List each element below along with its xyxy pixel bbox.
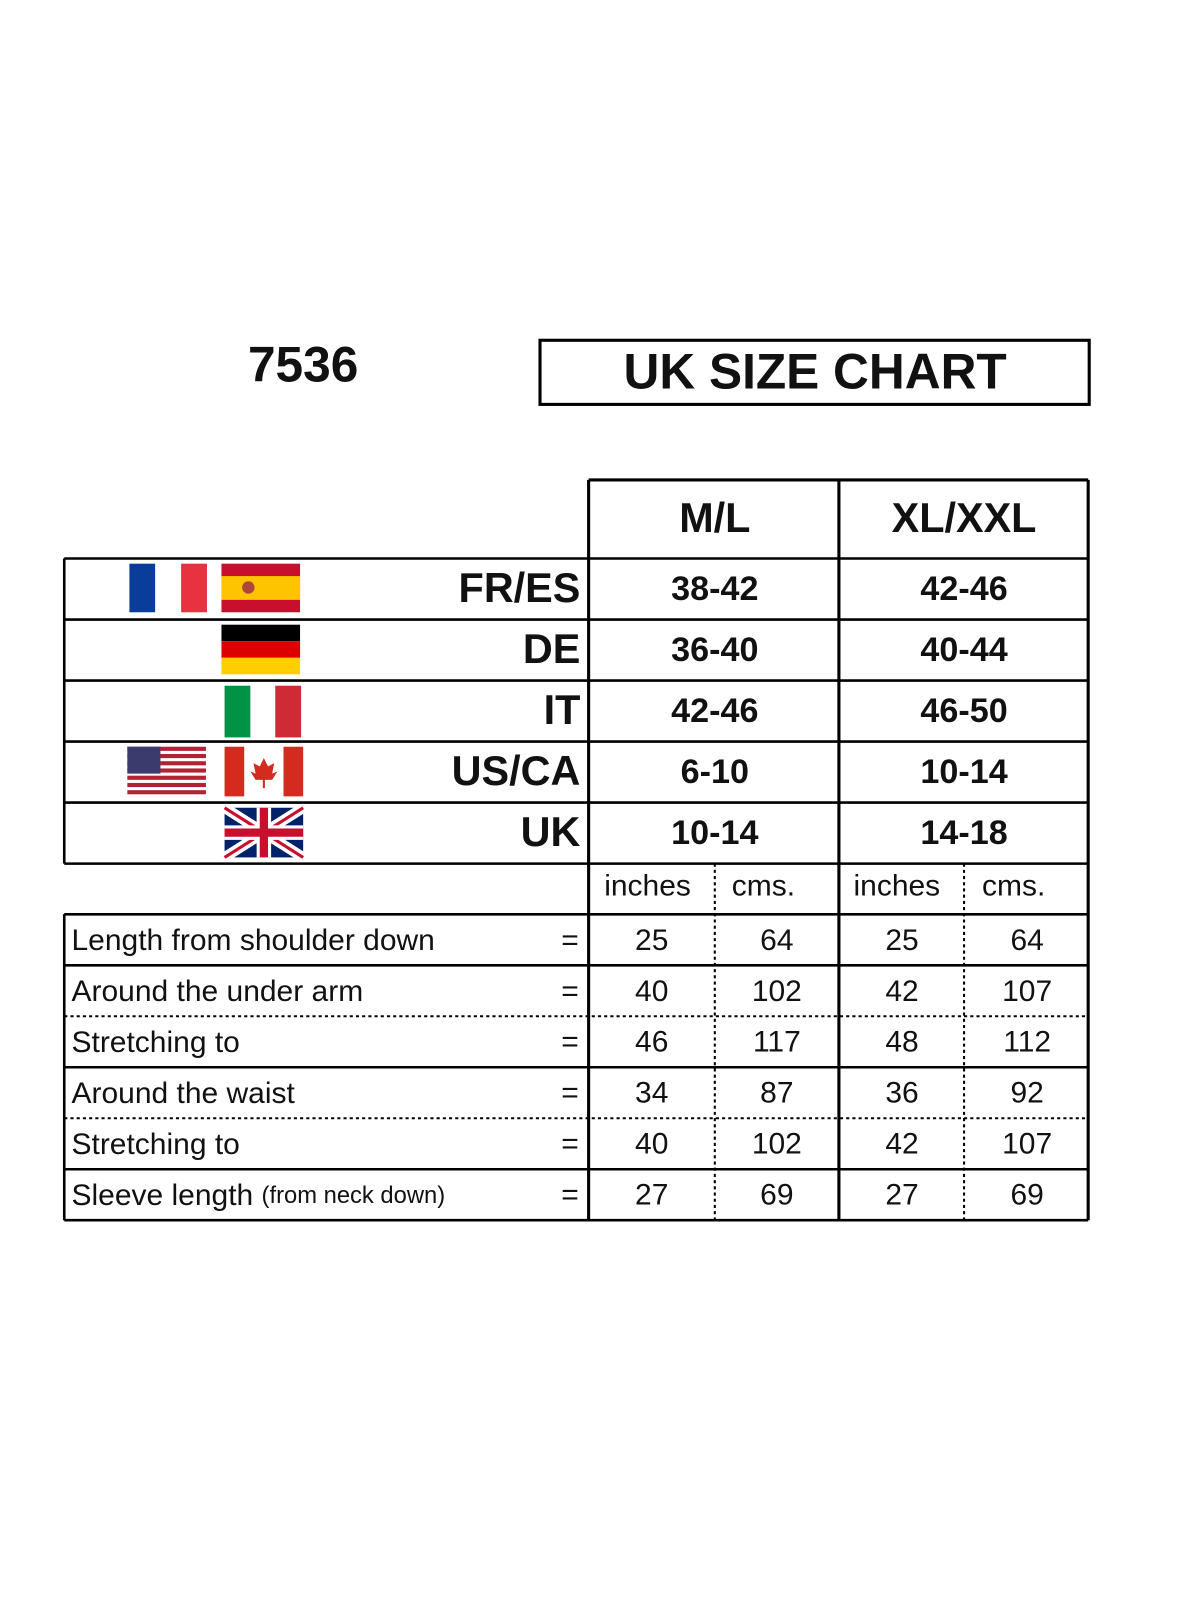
equals-sign: =: [561, 924, 579, 957]
region-size: 46-50: [920, 692, 1007, 730]
measure-value: 112: [1003, 1026, 1051, 1059]
region-size: 42-46: [920, 570, 1007, 608]
product-code: 7536: [248, 336, 358, 392]
measure-value: 40: [635, 1128, 668, 1161]
flag-es: [221, 563, 301, 613]
region-label: IT: [544, 687, 581, 733]
flag-fr: [129, 563, 207, 613]
flag-us: [127, 746, 206, 797]
measure-value: 46: [635, 1026, 668, 1059]
measure-label: Stretching to: [71, 1128, 239, 1161]
measure-value: 27: [635, 1179, 668, 1212]
measure-value: 107: [1002, 975, 1052, 1008]
measure-value: 34: [635, 1077, 668, 1110]
flag-uk: [221, 803, 306, 862]
measure-name: Stretching to: [71, 1026, 239, 1059]
region-size: 40-44: [920, 631, 1007, 669]
measure-label: Sleeve length (from neck down): [71, 1179, 445, 1212]
unit-label: inches: [853, 869, 940, 902]
region-label: FR/ES: [459, 565, 581, 611]
measure-value: 107: [1002, 1128, 1052, 1161]
unit-label: inches: [604, 869, 691, 902]
unit-label: cms.: [982, 869, 1045, 902]
measure-value: 87: [760, 1077, 793, 1110]
flag-it: [224, 685, 302, 738]
measure-name: Sleeve length: [71, 1179, 253, 1212]
size-header: XL/XXL: [892, 495, 1037, 541]
region-size: 36-40: [671, 631, 758, 669]
region-label: US/CA: [452, 748, 581, 794]
measure-value: 42: [885, 975, 918, 1008]
measure-value: 69: [1010, 1179, 1043, 1212]
measure-value: 36: [885, 1077, 918, 1110]
equals-sign: =: [561, 1026, 579, 1059]
measure-label: Around the waist: [71, 1077, 295, 1110]
measure-name: Around the waist: [71, 1077, 295, 1110]
measure-label: Stretching to: [71, 1026, 239, 1059]
measure-value: 64: [760, 924, 793, 957]
equals-sign: =: [561, 975, 579, 1008]
measure-value: 40: [635, 975, 668, 1008]
equals-sign: =: [561, 1128, 579, 1161]
measure-label: Length from shoulder down: [71, 924, 434, 957]
title: UK SIZE CHART: [624, 344, 1007, 400]
measure-value: 25: [885, 924, 918, 957]
measure-value: 92: [1010, 1077, 1043, 1110]
measure-name: Length from shoulder down: [71, 924, 434, 957]
measure-value: 102: [752, 975, 802, 1008]
measure-label: Around the under arm: [71, 975, 363, 1008]
equals-sign: =: [561, 1179, 579, 1212]
measure-value: 25: [635, 924, 668, 957]
equals-sign: =: [561, 1077, 579, 1110]
measure-name: Stretching to: [71, 1128, 239, 1161]
measure-value: 102: [752, 1128, 802, 1161]
measure-note: (from neck down): [262, 1182, 446, 1209]
region-size: 6-10: [681, 753, 749, 791]
region-size: 42-46: [671, 692, 758, 730]
title-box: [538, 338, 1091, 406]
region-label: UK: [521, 809, 581, 855]
measure-value: 42: [885, 1128, 918, 1161]
measure-value: 64: [1010, 924, 1043, 957]
measure-value: 117: [753, 1026, 801, 1059]
measure-value: 69: [760, 1179, 793, 1212]
size-header: M/L: [679, 495, 750, 541]
region-size: 38-42: [671, 570, 758, 608]
region-label: DE: [523, 626, 580, 672]
measure-name: Around the under arm: [71, 975, 363, 1008]
measure-value: 48: [885, 1026, 918, 1059]
measure-value: 27: [885, 1179, 918, 1212]
flag-ca: [224, 746, 304, 797]
region-size: 10-14: [920, 753, 1007, 791]
region-size: 10-14: [671, 814, 758, 852]
region-size: 14-18: [920, 814, 1007, 852]
unit-label: cms.: [732, 869, 795, 902]
flag-de: [221, 624, 301, 675]
